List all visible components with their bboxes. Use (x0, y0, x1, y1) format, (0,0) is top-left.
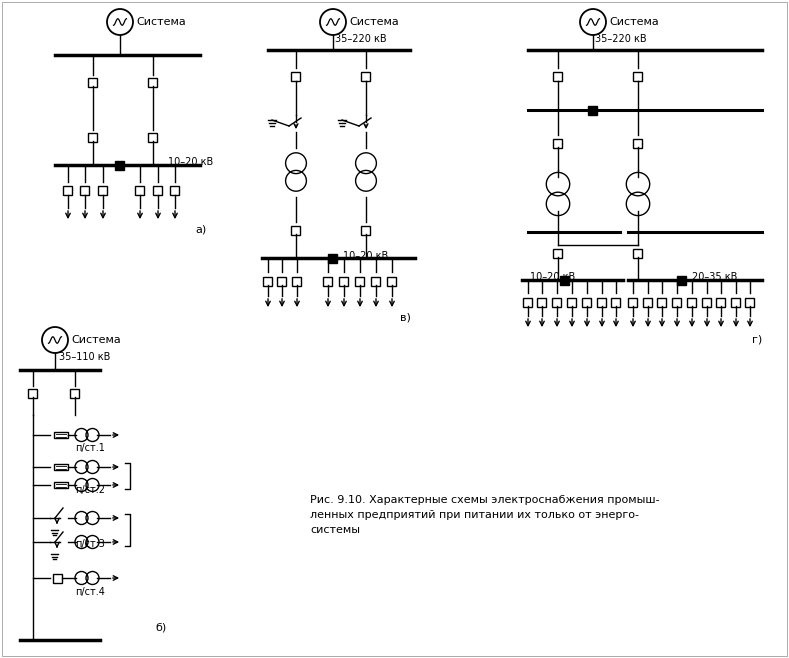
Text: 10–20 кВ: 10–20 кВ (343, 251, 388, 261)
Bar (657, 297, 667, 307)
Bar (54, 482, 68, 488)
Bar (54, 432, 68, 438)
Bar (361, 226, 371, 234)
Bar (589, 105, 597, 114)
Bar (80, 186, 89, 195)
Bar (702, 297, 712, 307)
Bar (552, 297, 562, 307)
Bar (291, 226, 301, 234)
Text: а): а) (195, 225, 206, 235)
Text: 35–220 кВ: 35–220 кВ (335, 34, 387, 44)
Bar (154, 186, 163, 195)
Text: 20–35 кВ: 20–35 кВ (692, 272, 738, 282)
Bar (88, 78, 98, 86)
Bar (148, 132, 158, 141)
Bar (293, 276, 301, 286)
Bar (582, 297, 592, 307)
Text: б): б) (155, 623, 166, 633)
Bar (99, 186, 107, 195)
Text: Система: Система (136, 17, 185, 27)
Bar (634, 138, 642, 147)
Bar (554, 72, 563, 80)
Bar (136, 186, 144, 195)
Bar (54, 574, 62, 582)
Text: 10–20 кВ: 10–20 кВ (168, 157, 213, 167)
Bar (328, 253, 338, 263)
Bar (28, 388, 38, 397)
Bar (63, 186, 73, 195)
Text: системы: системы (310, 525, 360, 535)
Text: Система: Система (349, 17, 398, 27)
Bar (264, 276, 272, 286)
Bar (361, 72, 371, 80)
Text: ленных предприятий при питании их только от энерго-: ленных предприятий при питании их только… (310, 510, 639, 520)
Text: Рис. 9.10. Характерные схемы электроснабжения промыш-: Рис. 9.10. Характерные схемы электроснаб… (310, 495, 660, 505)
Bar (323, 276, 332, 286)
Bar (88, 132, 98, 141)
Bar (678, 276, 686, 284)
Text: в): в) (400, 313, 411, 323)
Text: Система: Система (609, 17, 659, 27)
Text: 35–220 кВ: 35–220 кВ (595, 34, 647, 44)
Text: п/ст.1: п/ст.1 (75, 443, 105, 453)
Bar (560, 276, 570, 284)
Bar (537, 297, 547, 307)
Bar (356, 276, 365, 286)
Bar (148, 78, 158, 86)
Bar (554, 249, 563, 257)
Bar (523, 297, 533, 307)
Bar (54, 464, 68, 470)
Bar (387, 276, 397, 286)
Bar (611, 297, 620, 307)
Bar (687, 297, 697, 307)
Text: Система: Система (71, 335, 121, 345)
Text: п/ст.2: п/ст.2 (75, 485, 105, 495)
Bar (291, 72, 301, 80)
Bar (716, 297, 726, 307)
Bar (629, 297, 638, 307)
Text: п/ст.4: п/ст.4 (75, 587, 105, 597)
Bar (372, 276, 380, 286)
Text: п/ст.3: п/ст.3 (75, 539, 105, 549)
Bar (672, 297, 682, 307)
Text: 35–110 кВ: 35–110 кВ (59, 352, 110, 362)
Bar (170, 186, 180, 195)
Text: г): г) (752, 335, 762, 345)
Bar (634, 249, 642, 257)
Bar (115, 161, 125, 170)
Bar (731, 297, 741, 307)
Bar (644, 297, 653, 307)
Text: 10–20 кВ: 10–20 кВ (530, 272, 575, 282)
Bar (70, 388, 80, 397)
Bar (634, 72, 642, 80)
Bar (554, 138, 563, 147)
Bar (746, 297, 754, 307)
Bar (278, 276, 286, 286)
Bar (597, 297, 607, 307)
Bar (339, 276, 349, 286)
Bar (567, 297, 577, 307)
